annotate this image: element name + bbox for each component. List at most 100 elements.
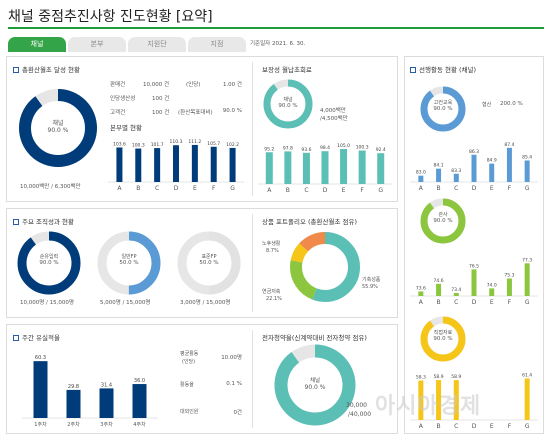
leading-donut-value: 90.0 % (433, 106, 453, 112)
insurance-detail-1: 4,000백만 (320, 108, 346, 114)
leading-donut-visit (420, 198, 466, 244)
donut-arc (420, 198, 466, 244)
data-label: 102.2 (226, 142, 239, 148)
sales-donut-value: 90.0 % (47, 127, 69, 134)
leading-donut-center: 고컨교육 90.0 % (418, 99, 468, 112)
portfolio-label: 노후생활 (262, 241, 281, 247)
portfolio-label: 연금저축 (262, 289, 281, 295)
data-label: 76.5 (469, 263, 479, 269)
bar (471, 269, 477, 296)
bar (191, 144, 198, 182)
stat-sub-value: 1.00 건 (222, 82, 242, 88)
tick-label: A (267, 187, 272, 194)
tab-hq[interactable]: 본부 (68, 37, 126, 52)
bar (377, 153, 385, 184)
bar (489, 163, 495, 182)
data-label: 97.8 (283, 145, 293, 151)
page-title: 채널 중점추진사항 진도현황 [요약] (8, 9, 213, 25)
pie-slice (290, 232, 360, 302)
tick-label: 3주차 (100, 421, 113, 428)
data-label: 84.1 (434, 163, 444, 169)
tab-branch[interactable]: 지점 (188, 37, 246, 52)
donut-arc (97, 231, 161, 295)
org-donut-label: 표준FP (201, 254, 217, 260)
data-label: 87.4 (504, 142, 514, 148)
leading-donut-edu (420, 86, 466, 132)
stat-value: 100 건 (152, 110, 170, 116)
portfolio-value: 8.7% (266, 248, 279, 254)
donut-arc (17, 231, 81, 295)
bar (66, 389, 81, 418)
tick-label: C (454, 423, 458, 430)
data-label: 73.6 (416, 285, 426, 291)
portfolio-value: 55.9% (362, 284, 378, 290)
bar (358, 150, 366, 184)
tick-label: D (472, 185, 477, 192)
org-donut-standard (177, 231, 241, 295)
data-label: 100.3 (356, 145, 369, 151)
org-footer: 5,000명 / 15,000명 (100, 300, 151, 306)
insurance-donut-center: 채널 90.0 % (262, 96, 314, 109)
leading-donut-center: 관사 90.0 % (418, 211, 468, 224)
tick-label: A (419, 299, 424, 306)
leading-bar-chart-3: 58.3 A 58.9 B 58.9 C D E F 61.4 G (410, 372, 538, 430)
bar (418, 291, 424, 296)
tick-label: G (230, 185, 235, 192)
tick-label: C (454, 185, 458, 192)
tick-label: G (525, 185, 530, 192)
tab-channel[interactable]: 채널 (8, 37, 66, 52)
org-donut-net (17, 231, 81, 295)
org-donut-center: 순유입력 90.0 % (16, 253, 82, 266)
weekly-title: 주간 유실적율 (13, 332, 60, 342)
tick-label: G (525, 423, 530, 430)
tick-label: 2주차 (67, 421, 80, 428)
tick-label: B (437, 185, 441, 192)
contract-donut-label: 채널 (309, 378, 321, 384)
donut-arc (420, 86, 466, 132)
bar (173, 145, 179, 182)
tick-label: 4주차 (133, 421, 146, 428)
sales-footer: 10,000백만 / 6,300백만 (20, 184, 81, 190)
bar (265, 152, 273, 184)
people-icon (13, 219, 19, 225)
data-label: 105.7 (207, 141, 220, 147)
calendar-icon (13, 67, 19, 73)
bar (302, 152, 310, 184)
leading-donut-value: 90.0 % (433, 218, 453, 224)
insurance-title: 보장성 월납초회료 (262, 66, 312, 74)
bar (471, 154, 477, 182)
data-label: 36.0 (134, 378, 145, 384)
bar (524, 263, 530, 296)
org-donut-value: 90.0 % (39, 260, 59, 266)
tick-label: E (342, 187, 346, 194)
data-label: 77.3 (522, 257, 532, 263)
tick-label: D (472, 423, 477, 430)
bar (99, 388, 114, 418)
bar (524, 160, 530, 182)
leading-title: 선행활동 현황 (채널) (410, 64, 476, 74)
contract-detail-2: /40,000 (348, 411, 372, 418)
weekly-stat-label: 대외인원 (180, 409, 199, 415)
leading-donut-center: 직접자료 90.0 % (418, 329, 468, 342)
stat-label: 인당생산성 (110, 96, 136, 102)
divider (252, 62, 253, 196)
donut-arc (274, 344, 356, 426)
portfolio-value: 22.1% (266, 296, 282, 302)
bar (321, 151, 329, 184)
weekly-bar-chart: 60.3 1주차 29.8 2주차 31.4 3주차 36.0 4주차 (22, 355, 158, 428)
tick-label: G (525, 299, 530, 306)
org-donut-label: 순유입력 (39, 254, 59, 260)
tick-label: E (490, 185, 494, 192)
tick-label: B (437, 299, 441, 306)
org-donut-value: 50.0 % (199, 260, 219, 266)
tab-support[interactable]: 지원단 (128, 37, 186, 52)
tick-label: A (419, 423, 424, 430)
stat-value: 10,000 건 (143, 82, 170, 88)
org-footer: 3,000명 / 15,000명 (180, 300, 231, 306)
tick-label: E (490, 299, 494, 306)
sales-title: 총환산월초 달성 현황 (13, 64, 80, 74)
data-label: 83.3 (451, 168, 461, 174)
data-label: 110.3 (170, 139, 183, 145)
bar (154, 148, 161, 182)
org-donut-value: 50.0 % (119, 260, 139, 266)
